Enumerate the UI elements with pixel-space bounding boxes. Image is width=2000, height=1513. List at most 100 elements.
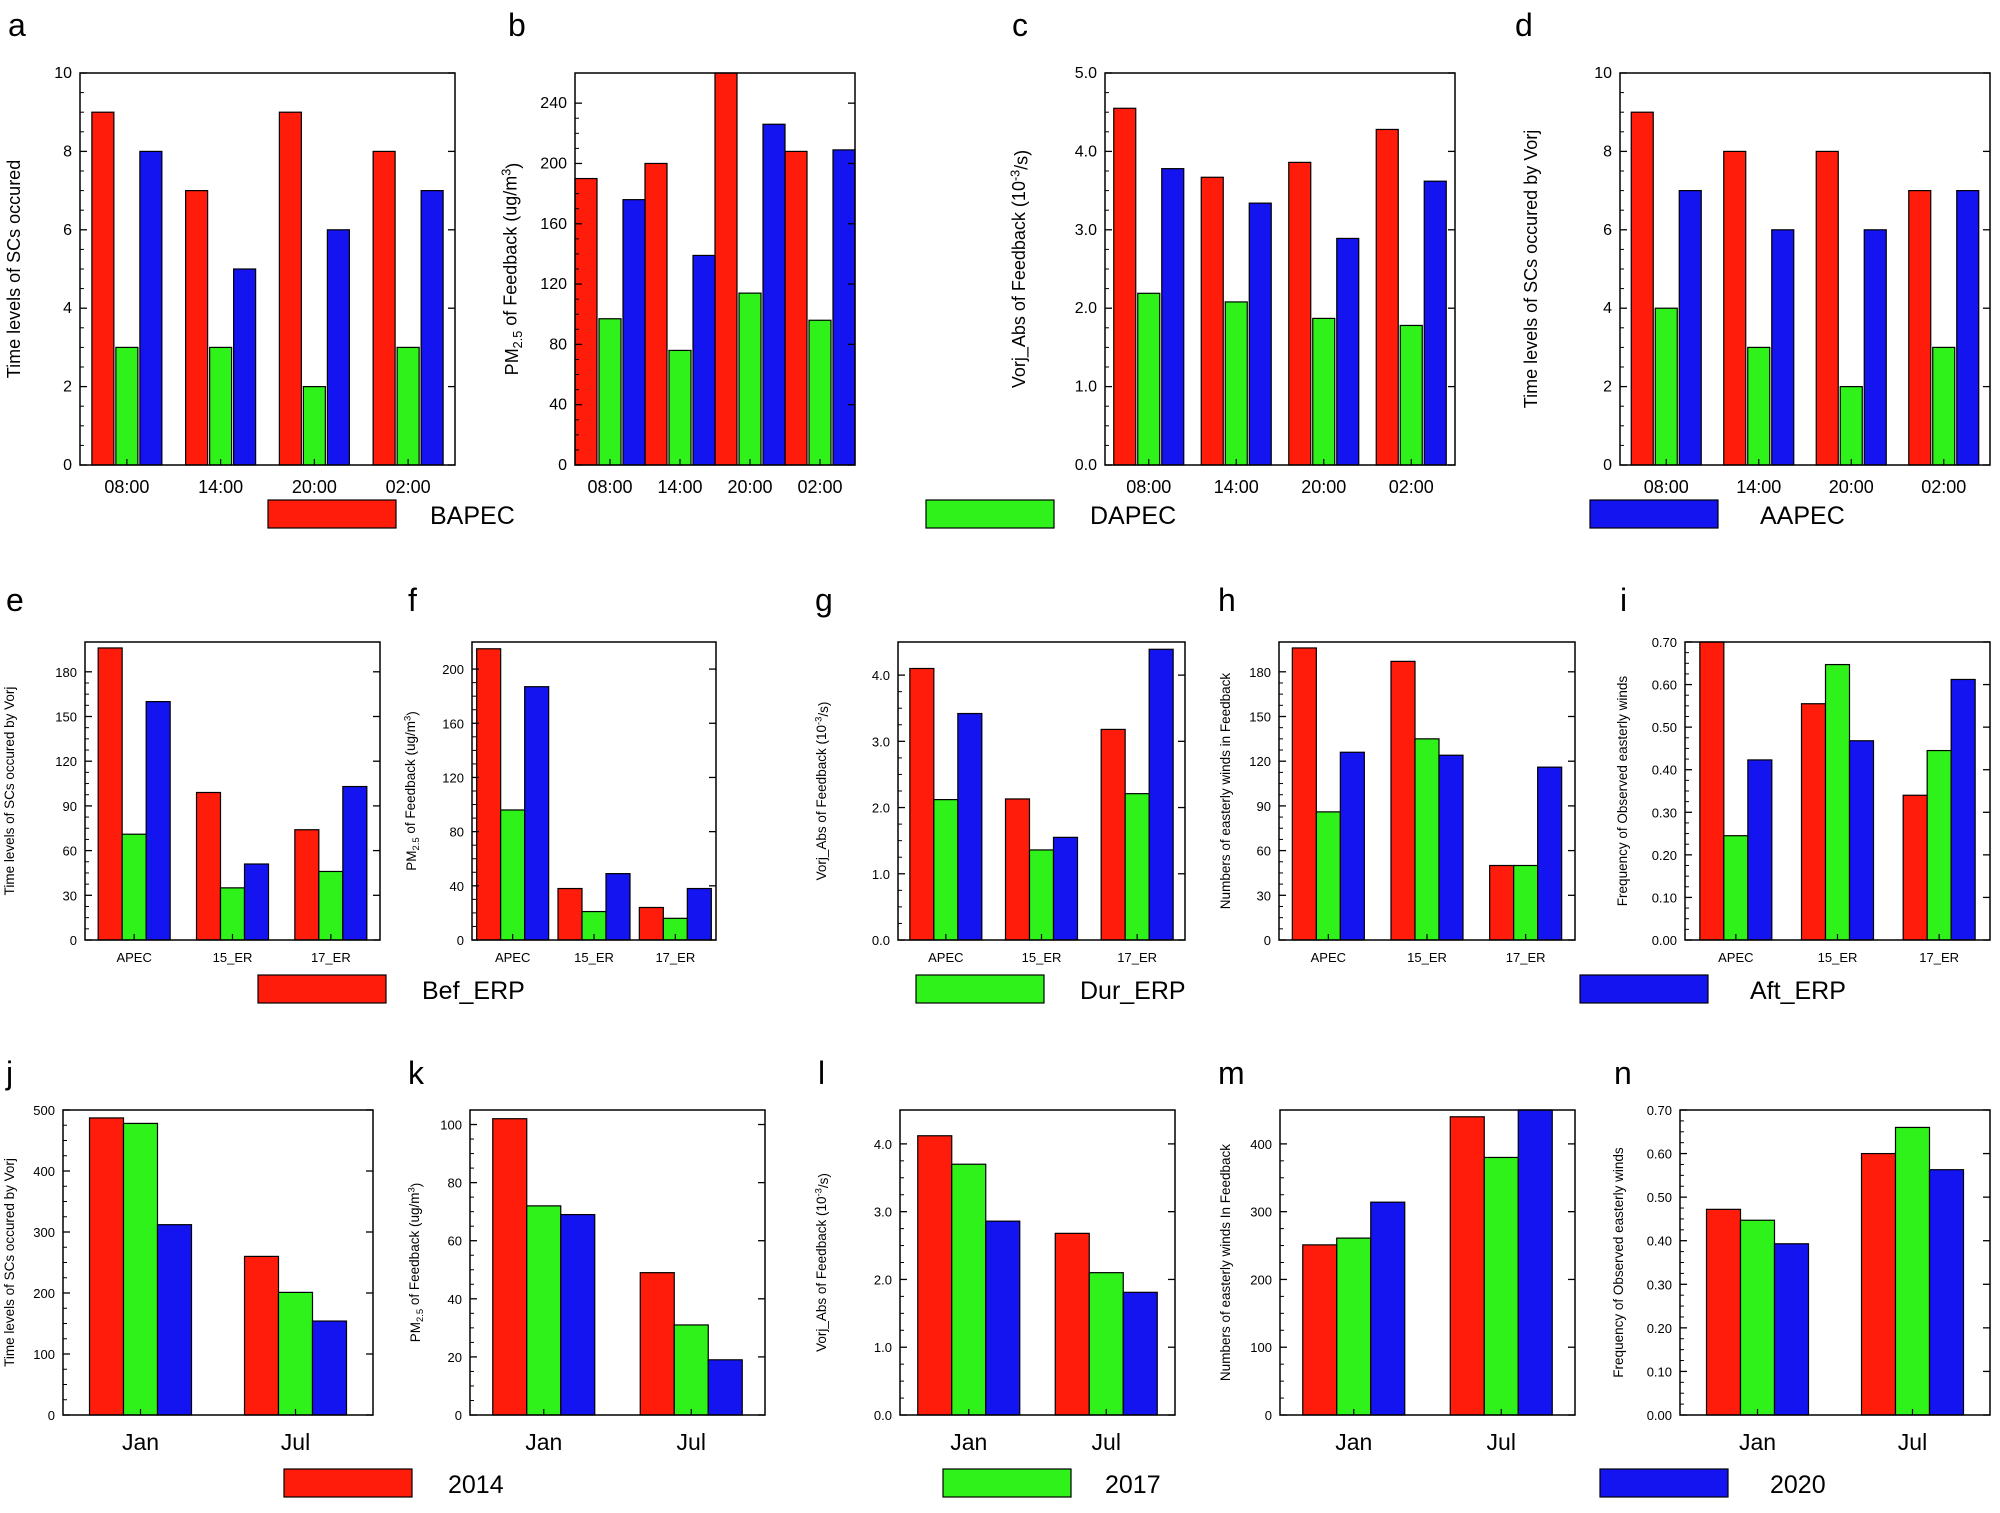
bar-Aft_ERP-APEC <box>1339 751 1365 941</box>
legend-label: 2017 <box>1105 1471 1161 1499</box>
bar-Bef_ERP-15_ER <box>1800 703 1827 941</box>
legend-2: Bef_ERP Dur_ERP Aft_ERP <box>257 974 1846 1005</box>
y-tick-label: 0.0 <box>872 933 890 948</box>
y-tick-label: 0.0 <box>1075 457 1097 474</box>
bar-2020-Jan <box>985 1220 1021 1416</box>
category-label: 20:00 <box>292 477 337 497</box>
bar-BAPEC-08:00 <box>574 177 598 466</box>
legend-swatch <box>267 499 397 529</box>
bar-BAPEC-14:00 <box>644 162 668 466</box>
bar-Bef_ERP-15_ER <box>557 887 583 941</box>
category-label: APEC <box>928 950 963 965</box>
y-tick-label: 10 <box>54 65 72 82</box>
legend-swatch <box>283 1468 413 1498</box>
y-axis-label: Time levels of SCs occured by Vorj <box>1521 130 1541 408</box>
bar-AAPEC-08:00 <box>622 199 646 466</box>
bar-2020-Jul <box>1928 1169 1965 1416</box>
y-tick-label: 0 <box>558 457 567 474</box>
y-tick-label: 0.70 <box>1647 1103 1672 1118</box>
bar-2017-Jul <box>1894 1126 1931 1416</box>
bar-Dur_ERP-15_ER <box>1028 849 1055 941</box>
category-label: 02:00 <box>1389 477 1434 497</box>
y-tick-label: 1.0 <box>1075 379 1097 396</box>
panel-j: j 0 100 200 300 400 500 Jan Jul Time levels of SC… <box>2 1055 374 1455</box>
bar-Aft_ERP-17_ER <box>1148 648 1174 941</box>
bar-Bef_ERP-17_ER <box>294 829 320 941</box>
bar-Dur_ERP-APEC <box>121 833 147 941</box>
bar-DAPEC-14:00 <box>209 346 233 466</box>
category-label: Jan <box>1739 1429 1776 1455</box>
y-axis-label: Numbers of easterly winds in Feedback <box>1218 673 1233 910</box>
bar-2017-Jan <box>1739 1219 1776 1416</box>
legend-swatch <box>257 974 387 1004</box>
category-label: Jul <box>281 1429 310 1455</box>
bar-Bef_ERP-15_ER <box>1004 798 1031 941</box>
y-tick-label: 4.0 <box>874 1137 892 1152</box>
panel-letter: l <box>818 1055 825 1091</box>
category-label: 20:00 <box>1829 477 1874 497</box>
bar-Aft_ERP-15_ER <box>605 873 631 941</box>
category-label: Jan <box>1335 1429 1372 1455</box>
bar-2017-Jul <box>1483 1156 1519 1416</box>
bar-Aft_ERP-APEC <box>524 686 550 941</box>
y-tick-label: 0.50 <box>1652 720 1677 735</box>
bar-Aft_ERP-15_ER <box>1438 754 1464 941</box>
bar-DAPEC-08:00 <box>598 318 622 466</box>
y-tick-label: 160 <box>540 216 567 233</box>
bar-BAPEC-02:00 <box>1908 190 1932 466</box>
bar-AAPEC-14:00 <box>692 254 716 466</box>
y-tick-label: 100 <box>440 1118 462 1133</box>
y-tick-label: 4.0 <box>1075 143 1097 160</box>
category-label: 02:00 <box>386 477 431 497</box>
y-tick-label: 3.0 <box>874 1205 892 1220</box>
bar-BAPEC-14:00 <box>185 190 209 466</box>
bar-DAPEC-02:00 <box>1932 346 1956 466</box>
panel-letter: i <box>1620 582 1627 618</box>
y-tick-label: 120 <box>540 276 567 293</box>
panel-m: m 0 100 200 300 400 Jan Jul Numbers of easterly … <box>1218 1055 1576 1455</box>
y-tick-label: 500 <box>33 1103 55 1118</box>
bar-DAPEC-14:00 <box>668 349 692 466</box>
bar-2017-Jan <box>951 1163 987 1416</box>
y-tick-label: 0.60 <box>1652 678 1677 693</box>
bar-BAPEC-14:00 <box>1723 150 1747 466</box>
bar-DAPEC-02:00 <box>1399 324 1423 466</box>
category-label: 15_ER <box>574 950 614 965</box>
bar-BAPEC-02:00 <box>784 150 808 466</box>
category-label: 15_ER <box>1818 950 1858 965</box>
bar-2014-Jul <box>639 1272 675 1416</box>
bar-DAPEC-14:00 <box>1747 346 1771 466</box>
legend-label: AAPEC <box>1760 502 1845 530</box>
category-label: 08:00 <box>1644 477 1689 497</box>
bar-Aft_ERP-17_ER <box>686 887 712 941</box>
category-label: Jul <box>677 1429 706 1455</box>
y-tick-label: 100 <box>1250 1340 1272 1355</box>
legend-1: BAPEC DAPEC AAPEC <box>267 499 1845 530</box>
y-tick-label: 4 <box>63 300 72 317</box>
panel-b: b 0 40 80 120 160 200 240 08:00 14:00 20:00 02:00 PM… <box>500 7 856 497</box>
y-tick-label: 2.0 <box>874 1272 892 1287</box>
bar-Dur_ERP-APEC <box>1723 835 1749 941</box>
category-label: 14:00 <box>1736 477 1781 497</box>
y-tick-label: 30 <box>1257 888 1271 903</box>
bar-BAPEC-20:00 <box>714 72 738 466</box>
panel-letter: d <box>1515 7 1533 43</box>
legend-3: 2014 2017 2020 <box>283 1468 1826 1499</box>
y-tick-label: 0 <box>70 933 77 948</box>
category-label: 08:00 <box>1126 477 1171 497</box>
bar-2020-Jan <box>1370 1201 1406 1416</box>
y-tick-label: 0.00 <box>1652 933 1677 948</box>
y-tick-label: 200 <box>540 155 567 172</box>
bar-AAPEC-02:00 <box>832 149 856 466</box>
bar-2020-Jul <box>311 1320 348 1416</box>
panel-letter: g <box>815 582 833 618</box>
y-tick-label: 400 <box>33 1164 55 1179</box>
y-tick-label: 10 <box>1594 65 1612 82</box>
bar-2014-Jan <box>1705 1208 1742 1416</box>
legend-label: Dur_ERP <box>1080 977 1186 1005</box>
y-tick-label: 0 <box>455 1408 462 1423</box>
y-tick-label: 200 <box>33 1286 55 1301</box>
panel-g: g 0.0 1.0 2.0 3.0 4.0 APEC 15_ER 17_ER Vorj_Abs o… <box>814 582 1186 965</box>
bar-DAPEC-20:00 <box>1839 386 1863 466</box>
